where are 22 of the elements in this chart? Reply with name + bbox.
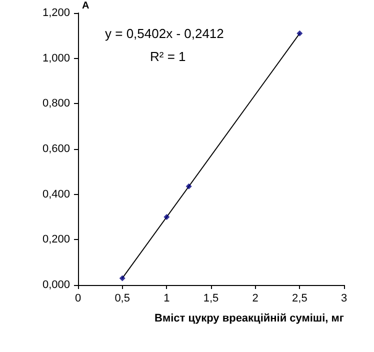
y-tick-label: 0,400: [42, 188, 70, 200]
y-tick-label: 1,000: [42, 52, 70, 64]
x-tick-label: 1: [164, 292, 170, 304]
y-tick-label: 1,200: [42, 7, 70, 19]
x-tick-label: 2,5: [292, 292, 308, 304]
point: [296, 30, 303, 36]
point: [186, 183, 192, 190]
x-tick-label: 0,5: [114, 292, 130, 304]
y-tick-label: 0,200: [42, 234, 70, 246]
x-tick-label: 1,5: [203, 292, 219, 304]
y-tick-label: 0,800: [42, 98, 70, 110]
x-axis-title: Вміст цукру вреакційній суміші, мг: [154, 312, 344, 324]
annotation: R² = 1: [150, 49, 186, 64]
y-tick-label: 0,600: [42, 143, 70, 155]
x-tick-label: 0: [74, 292, 82, 304]
point: [119, 275, 126, 282]
point: [164, 214, 170, 220]
y-axis-title: A: [82, 0, 90, 12]
annotation: y = 0,5402x - 0,2412: [105, 26, 224, 41]
y-tick-label: 0,000: [42, 279, 70, 291]
x-tick-label: 3: [340, 292, 348, 304]
x-tick-label: 2: [252, 292, 258, 304]
